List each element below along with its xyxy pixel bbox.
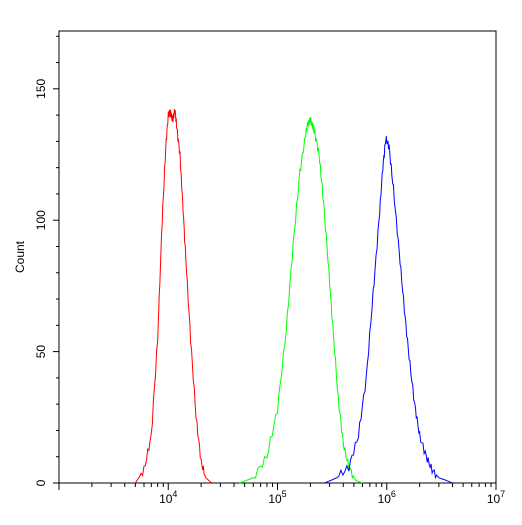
y-tick-label: 100 [34, 210, 48, 230]
y-axis-title: Count [13, 240, 27, 273]
histogram-series-3 [324, 136, 453, 484]
x-axis: 104 105 106 107 [58, 483, 505, 506]
x-tick-label: 106 [378, 489, 396, 506]
y-tick-label: 0 [34, 479, 48, 486]
histogram-series-1 [134, 109, 213, 484]
series-layer [134, 109, 453, 484]
plot-frame [58, 30, 497, 484]
y-axis: 0 50 100 150 [34, 35, 59, 486]
x-tick-label: 107 [487, 489, 505, 506]
y-tick-label: 50 [34, 345, 48, 359]
histogram-series-2 [239, 117, 363, 484]
x-tick-label: 104 [159, 489, 177, 506]
y-tick-label: 150 [34, 78, 48, 98]
x-tick-label: 105 [268, 489, 286, 506]
